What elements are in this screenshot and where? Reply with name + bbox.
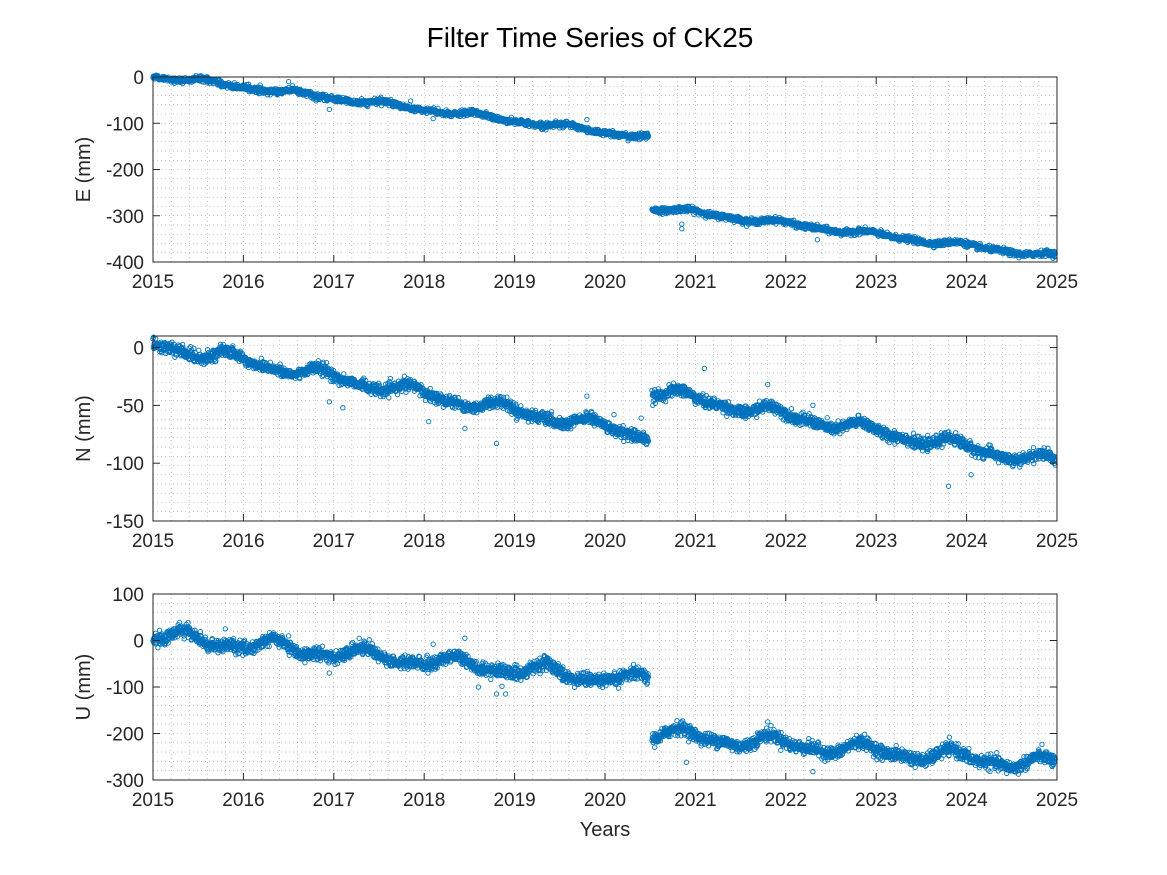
ylabel-east: E (mm) xyxy=(73,137,95,203)
x-tick-label: 2020 xyxy=(584,272,626,293)
x-tick-label: 2023 xyxy=(855,272,897,293)
grid-east xyxy=(153,77,1057,262)
x-tick-label: 2022 xyxy=(765,272,807,293)
data-point-north xyxy=(341,371,347,377)
data-point-north xyxy=(387,375,394,382)
x-tick-label: 2024 xyxy=(945,272,988,293)
panel-east: 2015 2016 2017 2018 2019 2020 2021 2022 2023 2024… xyxy=(73,68,1078,293)
y-tick-label: -300 xyxy=(106,207,144,228)
y-tick-label: -400 xyxy=(106,253,144,274)
y-tick-label: -200 xyxy=(106,161,144,182)
x-tick-label: 2015 xyxy=(132,272,174,293)
x-tick-label: 2025 xyxy=(1036,272,1078,293)
data-point-north xyxy=(204,347,211,353)
outlier-point-east xyxy=(679,221,685,227)
data-point-north xyxy=(386,395,392,401)
figure-title: Filter Time Series of CK25 xyxy=(427,22,754,53)
x-tick-label: 2018 xyxy=(403,272,445,293)
panel-north: 2015 2016 2017 2018 2019 2020 2021 2022 2023 2024… xyxy=(73,334,1078,552)
x-tick-label: 2017 xyxy=(313,272,355,293)
outlier-point-east xyxy=(814,237,821,243)
outlier-point-east xyxy=(285,78,292,85)
y-tick-label: 0 xyxy=(133,68,144,89)
x-tick-label: 2021 xyxy=(674,272,716,293)
x-tick-label: 2016 xyxy=(222,272,264,293)
x-tick-label: 2019 xyxy=(493,272,535,293)
y-tick-label: -100 xyxy=(106,114,144,135)
ticks-east: 2015 2016 2017 2018 2019 2020 2021 2022 2023 2024… xyxy=(106,68,1078,293)
points-east xyxy=(150,72,1058,261)
outlier-point-east xyxy=(430,115,436,122)
outlier-point-east xyxy=(326,106,332,113)
outlier-point-east xyxy=(679,226,685,232)
